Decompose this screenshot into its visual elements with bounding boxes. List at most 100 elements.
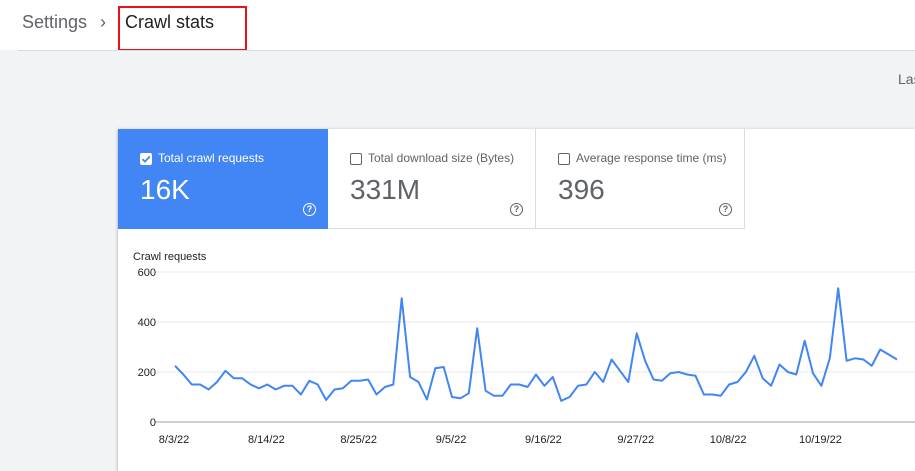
data-point[interactable] [365, 377, 371, 383]
data-point[interactable] [533, 372, 539, 378]
data-point[interactable] [483, 388, 489, 394]
data-point[interactable] [617, 368, 623, 374]
data-point[interactable] [348, 378, 354, 384]
data-point[interactable] [718, 393, 724, 399]
data-point[interactable] [248, 382, 254, 388]
data-point[interactable] [726, 382, 732, 388]
data-point[interactable] [777, 362, 783, 368]
data-point[interactable] [818, 383, 824, 389]
data-point[interactable] [172, 363, 178, 369]
data-point[interactable] [693, 373, 699, 379]
data-point[interactable] [583, 382, 589, 388]
data-point[interactable] [860, 357, 866, 363]
data-point[interactable] [357, 378, 363, 384]
data-point[interactable] [802, 338, 808, 344]
checkbox-unchecked-icon[interactable] [350, 153, 362, 165]
data-point[interactable] [592, 369, 598, 375]
data-point[interactable] [441, 364, 447, 370]
data-point[interactable] [491, 393, 497, 399]
data-point[interactable] [844, 358, 850, 364]
data-point[interactable] [273, 387, 279, 393]
data-point[interactable] [206, 387, 212, 393]
data-point[interactable] [667, 370, 673, 376]
data-point[interactable] [609, 357, 615, 363]
data-point[interactable] [449, 394, 455, 400]
data-point[interactable] [558, 398, 564, 404]
data-point[interactable] [810, 370, 816, 376]
data-point[interactable] [264, 382, 270, 388]
data-point[interactable] [793, 372, 799, 378]
data-point[interactable] [290, 383, 296, 389]
data-point[interactable] [735, 379, 741, 385]
data-point[interactable] [701, 392, 707, 398]
metric-average-response-time[interactable]: Average response time (ms) 396 ? [536, 129, 745, 229]
data-point[interactable] [525, 384, 531, 390]
checkbox-checked-icon[interactable] [140, 153, 152, 165]
breadcrumb-settings-link[interactable]: Settings [22, 12, 88, 32]
data-point[interactable] [642, 358, 648, 364]
data-point[interactable] [323, 397, 329, 403]
data-point[interactable] [743, 369, 749, 375]
data-point[interactable] [399, 295, 405, 301]
data-point[interactable] [306, 378, 312, 384]
data-point[interactable] [600, 379, 606, 385]
x-tick-label: 8/14/22 [248, 434, 285, 446]
data-point[interactable] [877, 347, 883, 353]
data-point[interactable] [634, 330, 640, 336]
metric-total-download-size[interactable]: Total download size (Bytes) 331M ? [328, 129, 536, 229]
data-point[interactable] [835, 285, 841, 291]
help-icon[interactable]: ? [510, 203, 523, 216]
data-point[interactable] [382, 384, 388, 390]
data-point[interactable] [709, 392, 715, 398]
x-tick-label: 8/25/22 [340, 434, 377, 446]
data-point[interactable] [760, 375, 766, 381]
data-point[interactable] [508, 382, 514, 388]
data-point[interactable] [256, 385, 262, 391]
data-point[interactable] [407, 374, 413, 380]
data-point[interactable] [180, 372, 186, 378]
data-point[interactable] [466, 390, 472, 396]
data-point[interactable] [416, 379, 422, 385]
data-point[interactable] [189, 382, 195, 388]
data-point[interactable] [281, 383, 287, 389]
data-point[interactable] [457, 395, 463, 401]
data-point[interactable] [424, 397, 430, 403]
data-point[interactable] [340, 385, 346, 391]
data-point[interactable] [222, 368, 228, 374]
data-point[interactable] [575, 383, 581, 389]
data-point[interactable] [315, 382, 321, 388]
data-point[interactable] [390, 382, 396, 388]
data-point[interactable] [852, 355, 858, 361]
data-point[interactable] [869, 363, 875, 369]
data-point[interactable] [651, 377, 657, 383]
data-point[interactable] [785, 369, 791, 375]
metric-value: 396 [558, 174, 605, 205]
data-point[interactable] [239, 375, 245, 381]
data-point[interactable] [894, 357, 900, 363]
help-icon[interactable]: ? [303, 203, 316, 216]
help-icon[interactable]: ? [719, 203, 732, 216]
data-point[interactable] [516, 382, 522, 388]
data-point[interactable] [332, 387, 338, 393]
data-point[interactable] [374, 392, 380, 398]
data-point[interactable] [684, 372, 690, 378]
checkbox-unchecked-icon[interactable] [558, 153, 570, 165]
data-point[interactable] [432, 365, 438, 371]
data-point[interactable] [751, 353, 757, 359]
data-point[interactable] [197, 382, 203, 388]
metric-total-crawl-requests[interactable]: Total crawl requests 16K ? [118, 129, 328, 229]
data-point[interactable] [231, 375, 237, 381]
data-point[interactable] [474, 325, 480, 331]
data-point[interactable] [541, 383, 547, 389]
data-point[interactable] [659, 378, 665, 384]
data-point[interactable] [298, 392, 304, 398]
data-point[interactable] [214, 379, 220, 385]
data-point[interactable] [768, 383, 774, 389]
data-point[interactable] [625, 379, 631, 385]
data-point[interactable] [567, 394, 573, 400]
data-point[interactable] [550, 374, 556, 380]
data-point[interactable] [676, 369, 682, 375]
data-point[interactable] [827, 355, 833, 361]
data-point[interactable] [499, 393, 505, 399]
data-point[interactable] [886, 352, 892, 358]
